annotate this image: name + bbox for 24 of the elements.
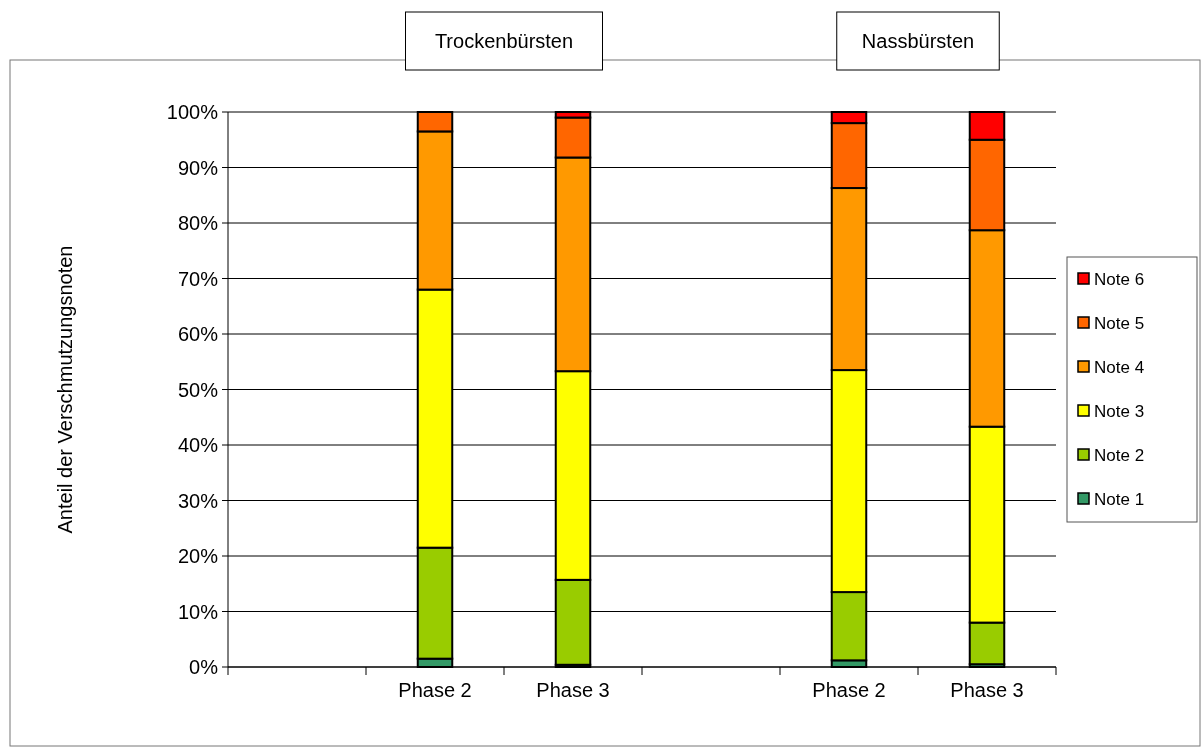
x-tick-label: Phase 3 <box>950 679 1024 701</box>
text: Trockenbürsten <box>434 30 574 52</box>
legend-label: Note 2 <box>1094 445 1145 465</box>
x-tick-label: Phase 2 <box>398 679 472 701</box>
y-tick-label: 10% <box>177 600 219 623</box>
y-tick-label: 60% <box>177 323 219 345</box>
y-tick-label: 90% <box>177 156 219 179</box>
y-tick-label: 100% <box>166 101 219 123</box>
legend-label: Note 3 <box>1094 401 1145 421</box>
legend-label: Note 5 <box>1094 313 1145 333</box>
y-axis-title: Anteil der Verschmutzungsnoten <box>54 245 76 534</box>
legend-label: Note 4 <box>1094 357 1145 377</box>
y-tick-label: 80% <box>177 212 219 234</box>
text: Nassbürsten <box>861 30 975 52</box>
y-tick-label: 70% <box>177 267 219 290</box>
y-tick-label: 40% <box>177 434 219 456</box>
y-tick-label: 30% <box>177 489 219 512</box>
legend-label: Note 6 <box>1094 269 1145 289</box>
x-tick-label: Phase 3 <box>536 679 610 701</box>
x-tick-label: Phase 2 <box>812 679 886 701</box>
y-tick-label: 0% <box>189 656 219 678</box>
y-tick-label: 20% <box>177 545 219 567</box>
legend-label: Note 1 <box>1094 489 1145 509</box>
y-tick-label: 50% <box>177 378 219 401</box>
